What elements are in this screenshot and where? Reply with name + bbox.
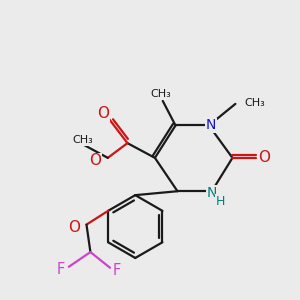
Text: O: O xyxy=(97,106,109,121)
Text: O: O xyxy=(69,220,81,235)
Text: F: F xyxy=(57,262,65,277)
Text: H: H xyxy=(216,194,225,208)
Text: F: F xyxy=(113,263,121,278)
Text: O: O xyxy=(89,153,101,168)
Text: N: N xyxy=(206,118,216,133)
Text: CH₃: CH₃ xyxy=(72,135,93,145)
Text: N: N xyxy=(207,186,217,200)
Text: O: O xyxy=(258,150,270,165)
Text: CH₃: CH₃ xyxy=(244,98,265,108)
Text: CH₃: CH₃ xyxy=(150,89,171,99)
